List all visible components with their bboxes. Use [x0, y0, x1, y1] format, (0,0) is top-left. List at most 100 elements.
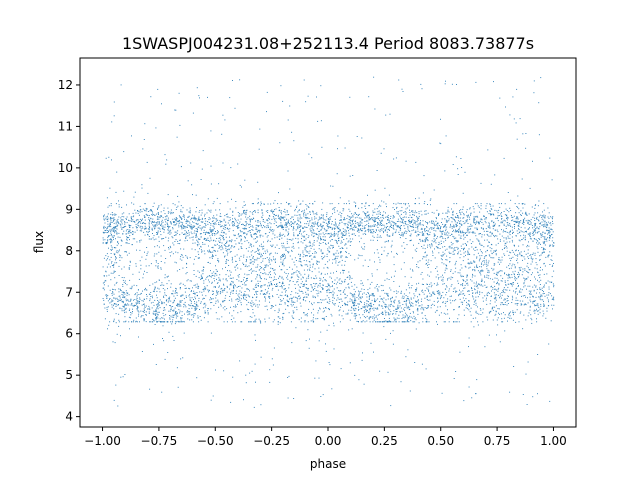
data-point [405, 221, 407, 222]
data-point [512, 271, 514, 273]
data-point [367, 279, 369, 281]
data-point [354, 212, 356, 213]
data-point [230, 274, 231, 276]
data-point [140, 316, 142, 318]
data-point [404, 221, 406, 223]
data-point [358, 314, 360, 316]
data-point [477, 321, 479, 323]
data-point [271, 229, 273, 231]
data-point [360, 283, 362, 285]
data-point [358, 293, 360, 295]
data-point [288, 228, 290, 230]
data-point [450, 252, 452, 254]
data-point [311, 304, 313, 306]
data-point [440, 240, 442, 242]
data-point [277, 215, 279, 217]
data-point [532, 272, 533, 274]
data-point [282, 281, 284, 283]
data-point [417, 223, 419, 225]
data-point [252, 288, 254, 290]
data-point [544, 226, 546, 228]
data-point [407, 305, 409, 307]
data-point [352, 308, 354, 310]
data-point [193, 299, 194, 300]
data-point [338, 245, 340, 247]
data-point [196, 223, 197, 225]
data-point [541, 224, 543, 226]
data-point [125, 230, 127, 232]
data-point [459, 289, 460, 291]
data-point [168, 219, 169, 221]
data-point [154, 214, 156, 216]
data-point [320, 299, 322, 301]
data-point [473, 282, 475, 284]
data-point [164, 224, 166, 226]
data-point [367, 214, 369, 216]
data-point [320, 224, 322, 226]
data-point [121, 301, 123, 303]
data-point [132, 308, 133, 310]
data-point [141, 219, 143, 221]
data-point [533, 310, 535, 312]
data-point [224, 297, 226, 299]
data-point [178, 215, 180, 217]
data-point [268, 317, 270, 319]
data-point [528, 312, 530, 314]
data-point [194, 309, 196, 311]
data-point [457, 247, 459, 249]
data-point [291, 246, 293, 248]
data-point [103, 289, 105, 291]
data-point [228, 244, 230, 246]
data-point [183, 306, 185, 308]
data-point [312, 289, 314, 291]
data-point [436, 266, 438, 268]
data-point [157, 227, 159, 229]
data-point [295, 287, 296, 289]
data-point [213, 278, 215, 279]
data-point [363, 248, 365, 250]
data-point [172, 227, 174, 229]
data-point [270, 244, 272, 246]
data-point [172, 306, 174, 307]
data-point [371, 217, 373, 219]
data-point [220, 216, 222, 217]
data-point [459, 237, 461, 239]
data-point [118, 206, 120, 208]
data-point [422, 258, 424, 260]
data-point [422, 308, 424, 310]
data-point [135, 321, 137, 323]
data-point [501, 218, 502, 220]
data-point [521, 231, 523, 233]
data-point [503, 223, 505, 225]
data-point [134, 299, 136, 300]
data-point [452, 212, 454, 214]
data-point [260, 267, 262, 269]
data-point [262, 212, 264, 214]
data-point [404, 321, 406, 323]
data-point [509, 241, 511, 243]
data-point [396, 292, 398, 294]
data-point [373, 314, 375, 316]
data-point [198, 297, 200, 299]
data-point [480, 309, 482, 311]
data-point [336, 210, 338, 212]
data-point [514, 245, 515, 247]
data-point [177, 315, 179, 317]
data-point [183, 214, 185, 216]
data-point [215, 297, 217, 299]
data-point [477, 270, 479, 272]
data-point [486, 297, 487, 299]
data-point [341, 255, 343, 257]
data-point [157, 231, 159, 233]
data-point [529, 220, 531, 222]
data-point [269, 254, 271, 256]
data-point [344, 303, 346, 305]
data-point [249, 211, 251, 213]
data-point [218, 277, 220, 279]
data-point [177, 305, 179, 307]
data-point [476, 215, 478, 217]
data-point [409, 222, 411, 224]
data-point [267, 251, 269, 253]
data-point [445, 212, 447, 214]
